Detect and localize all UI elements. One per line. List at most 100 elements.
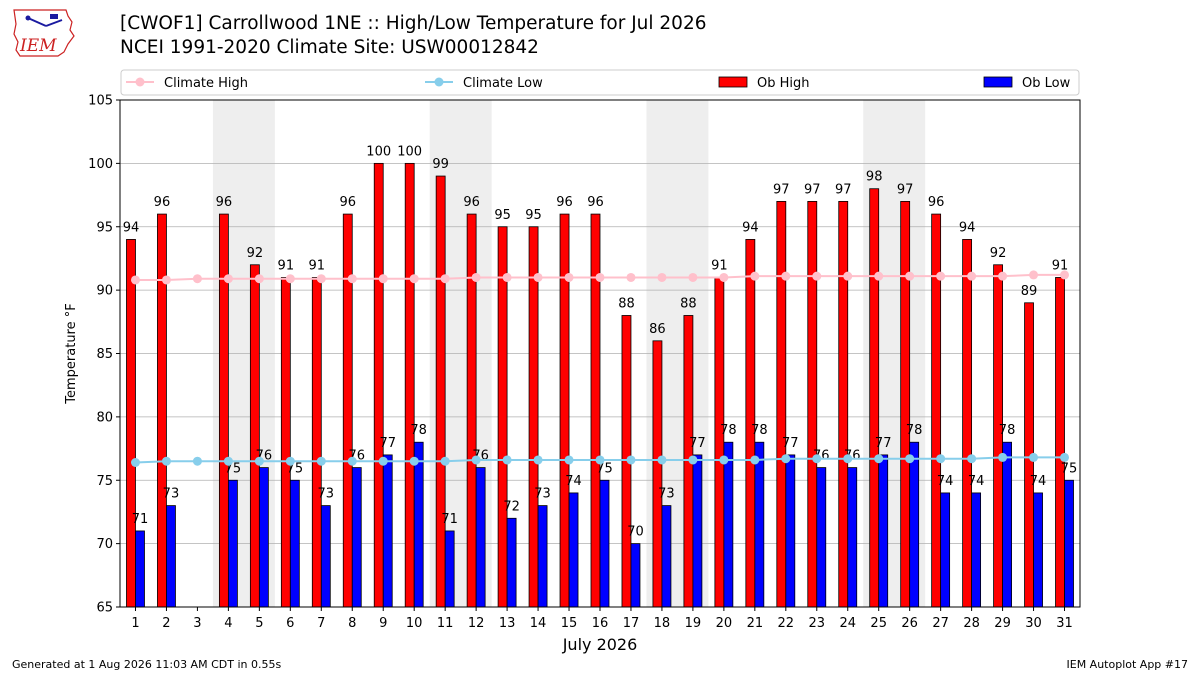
- climate-low-point: [905, 454, 915, 464]
- climate-low-point: [812, 454, 822, 464]
- y-tick-label-65: 65: [96, 601, 113, 616]
- ob-low-label: 72: [503, 499, 520, 514]
- ob-low-bar: [382, 454, 393, 608]
- climate-low-point: [843, 454, 853, 464]
- x-tick-label-31: 31: [1056, 616, 1073, 631]
- ob-high-label: 100: [397, 144, 422, 159]
- climate-low-point: [409, 456, 419, 466]
- ob-low-label: 73: [163, 487, 180, 502]
- ob-low-bar: [537, 505, 548, 608]
- climate-high-point: [564, 272, 574, 282]
- ob-low-bar: [661, 505, 672, 608]
- ob-low-bar: [1064, 479, 1074, 608]
- logo-text: IEM: [20, 36, 57, 56]
- climate-low-point: [750, 455, 760, 465]
- climate-low-point: [316, 456, 326, 466]
- ob-low-label: 77: [689, 436, 706, 451]
- x-tick-label-12: 12: [468, 616, 485, 631]
- ob-low-bar: [1002, 441, 1012, 608]
- x-tick-label-26: 26: [901, 616, 918, 631]
- ob-low-bar: [351, 467, 362, 608]
- y-tick-label-85: 85: [96, 347, 113, 362]
- ob-high-label: 91: [711, 258, 728, 273]
- x-tick-label-6: 6: [286, 616, 294, 631]
- ob-low-label: 78: [999, 423, 1016, 438]
- legend-box: [120, 69, 1080, 96]
- x-axis-label: July 2026: [562, 635, 638, 654]
- x-tick-label-10: 10: [406, 616, 423, 631]
- climate-high-point: [285, 274, 295, 284]
- ob-low-bar: [909, 441, 920, 608]
- climate-low-point: [130, 458, 140, 468]
- ob-high-bar: [466, 213, 477, 608]
- title-line-1: [CWOF1] Carrollwood 1NE :: High/Low Temp…: [120, 13, 707, 34]
- ob-high-label: 88: [618, 296, 635, 311]
- climate-low-point: [719, 455, 729, 465]
- ob-high-bar: [218, 213, 229, 608]
- ob-high-bar: [807, 200, 818, 608]
- x-tick-label-4: 4: [224, 616, 232, 631]
- climate-high-point: [657, 272, 667, 282]
- climate-low-point: [502, 455, 512, 465]
- ob-high-label: 96: [339, 195, 356, 210]
- ob-high-label: 86: [649, 322, 666, 337]
- y-tick-label-80: 80: [96, 410, 113, 425]
- ob-low-label: 73: [318, 487, 335, 502]
- x-tick-label-2: 2: [162, 616, 170, 631]
- ob-low-bar: [289, 479, 300, 608]
- ob-low-bar: [320, 505, 331, 608]
- ob-low-bar: [1033, 492, 1043, 608]
- x-tick-label-16: 16: [592, 616, 609, 631]
- climate-low-point: [347, 456, 357, 466]
- ob-low-bar: [630, 543, 641, 608]
- ob-low-label: 73: [534, 487, 551, 502]
- ob-high-bar: [590, 213, 601, 608]
- legend-ob-low-label: Ob Low: [1022, 76, 1071, 91]
- ob-high-label: 96: [154, 195, 171, 210]
- ob-low-bar: [599, 479, 610, 608]
- x-tick-label-1: 1: [131, 616, 139, 631]
- ob-low-bar: [785, 454, 796, 608]
- iem-logo: IEM: [6, 6, 82, 60]
- ob-low-label: 74: [937, 474, 954, 489]
- ob-high-bar: [559, 213, 570, 608]
- generated-timestamp: Generated at 1 Aug 2026 11:03 AM CDT in …: [12, 658, 282, 671]
- climate-low-point: [223, 456, 233, 466]
- ob-high-label: 95: [525, 208, 542, 223]
- climate-high-point: [719, 272, 729, 282]
- ob-low-label: 75: [1061, 461, 1078, 476]
- ob-high-label: 91: [278, 258, 295, 273]
- x-tick-label-14: 14: [530, 616, 547, 631]
- ob-low-label: 70: [627, 525, 644, 540]
- x-tick-label-9: 9: [379, 616, 387, 631]
- climate-low-point: [564, 455, 574, 465]
- x-tick-label-17: 17: [623, 616, 640, 631]
- climate-high-point: [316, 274, 326, 284]
- ob-high-label: 96: [463, 195, 480, 210]
- ob-high-label: 96: [556, 195, 573, 210]
- ob-high-label: 94: [959, 220, 976, 235]
- y-tick-label-70: 70: [96, 537, 113, 552]
- climate-low-point: [471, 455, 481, 465]
- climate-low-point: [192, 456, 202, 466]
- x-tick-label-30: 30: [1025, 616, 1042, 631]
- ob-high-label: 94: [742, 220, 759, 235]
- y-tick-label-90: 90: [96, 284, 113, 299]
- climate-low-point: [595, 455, 605, 465]
- ob-low-bar: [940, 492, 951, 608]
- ob-high-bar: [652, 340, 663, 608]
- ob-low-label: 77: [782, 436, 799, 451]
- ob-high-label: 92: [990, 246, 1007, 261]
- climate-low-point: [254, 456, 264, 466]
- app-credit: IEM Autoplot App #17: [1066, 658, 1189, 671]
- climate-high-point: [440, 274, 450, 284]
- ob-low-label: 78: [906, 423, 923, 438]
- climate-high-point: [936, 271, 946, 281]
- ob-high-bar: [900, 200, 911, 608]
- climate-high-point: [502, 272, 512, 282]
- ob-high-label: 88: [680, 296, 697, 311]
- ob-low-label: 71: [441, 512, 458, 527]
- ob-low-bar: [227, 479, 238, 608]
- legend-ob-high-swatch: [718, 76, 748, 88]
